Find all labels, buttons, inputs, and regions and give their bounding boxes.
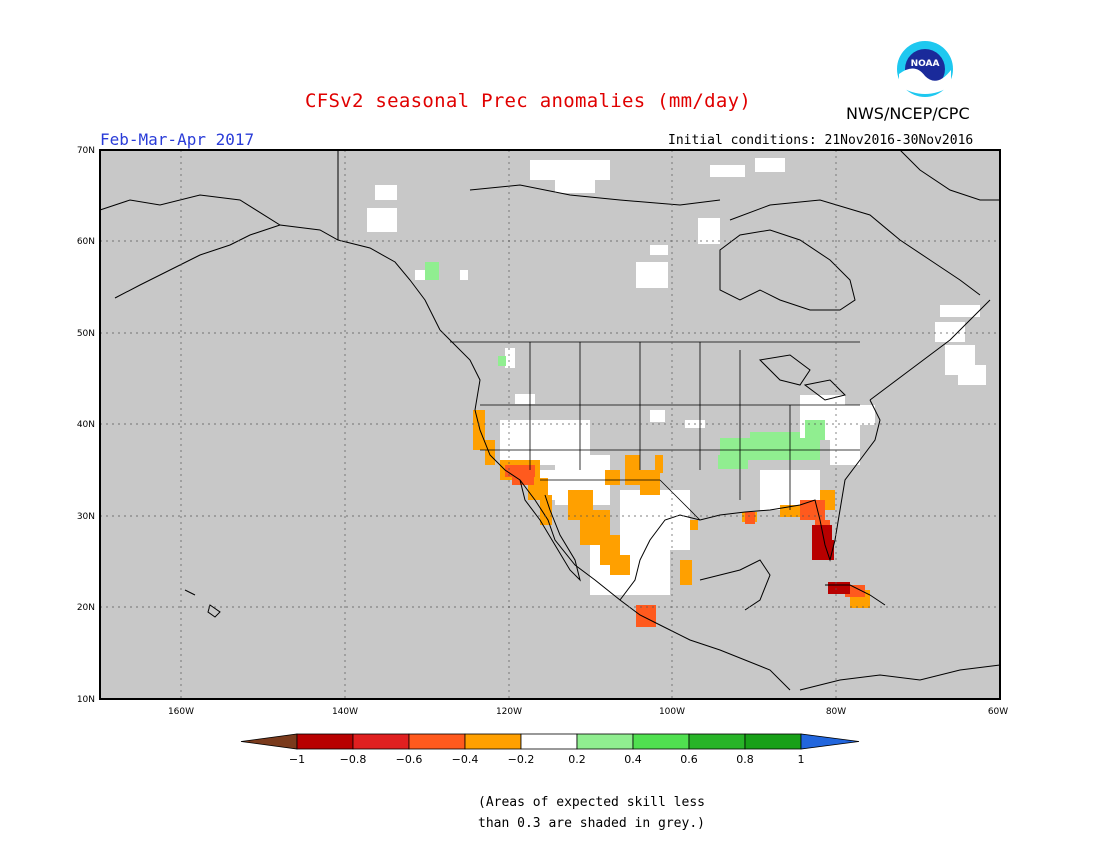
colorbar-segment — [352, 733, 410, 750]
lat-label: 10N — [77, 695, 95, 705]
initial-conditions-label: Initial conditions: 21Nov2016-30Nov2016 — [668, 133, 974, 148]
colorbar-label: −0.6 — [396, 753, 423, 766]
colorbar-label: 0.2 — [568, 753, 586, 766]
colorbar-arrow-low — [240, 733, 298, 750]
colorbar-label: −1 — [289, 753, 305, 766]
skill-footnote: (Areas of expected skill less than 0.3 a… — [478, 792, 705, 834]
lat-label: 60N — [77, 237, 95, 247]
colorbar-label: 1 — [798, 753, 805, 766]
lat-label: 40N — [77, 420, 95, 430]
lon-label: 120W — [496, 707, 522, 717]
colorbar-label: 0.4 — [624, 753, 642, 766]
colorbar-label: −0.2 — [508, 753, 535, 766]
chart-title: CFSv2 seasonal Prec anomalies (mm/day) — [305, 90, 752, 112]
footnote-line-2: than 0.3 are shaded in grey.) — [478, 816, 705, 831]
colorbar-segment — [632, 733, 690, 750]
colorbar-label: −0.8 — [340, 753, 367, 766]
colorbar-segment — [520, 733, 578, 750]
lon-label: 80W — [826, 707, 846, 717]
lon-label: 160W — [168, 707, 194, 717]
colorbar-segment — [744, 733, 802, 750]
agency-label: NWS/NCEP/CPC — [846, 104, 970, 123]
colorbar-segment — [464, 733, 522, 750]
political-borders — [450, 341, 860, 521]
svg-text:NOAA: NOAA — [911, 59, 940, 69]
neutral-anomaly-regions — [367, 158, 986, 595]
colorbar-arrow-high — [800, 733, 860, 750]
lat-label: 20N — [77, 603, 95, 613]
colorbar-label: 0.6 — [680, 753, 698, 766]
colorbar-segment — [408, 733, 466, 750]
lat-label: 70N — [77, 146, 95, 156]
map-frame — [99, 149, 1001, 700]
season-label: Feb-Mar-Apr 2017 — [100, 130, 255, 149]
colorbar-segment — [688, 733, 746, 750]
colorbar-label: 0.8 — [736, 753, 754, 766]
coastlines — [99, 149, 1001, 691]
lon-label: 60W — [988, 707, 1008, 717]
colorbar-segment — [576, 733, 634, 750]
lat-lon-grid — [100, 150, 1000, 699]
longitude-labels: 160W 140W 120W 100W 80W 60W — [168, 707, 1008, 717]
colorbar-label: −0.4 — [452, 753, 479, 766]
colorbar: −1 −0.8 −0.6 −0.4 −0.2 0.2 0.4 0.6 0.8 1 — [240, 733, 860, 766]
footnote-line-1: (Areas of expected skill less — [478, 795, 705, 810]
lat-label: 50N — [77, 329, 95, 339]
lon-label: 100W — [659, 707, 685, 717]
colorbar-segment — [296, 733, 354, 750]
lon-label: 140W — [332, 707, 358, 717]
latitude-labels: 70N 60N 50N 40N 30N 20N 10N — [77, 146, 95, 705]
positive-anomaly-regions — [425, 262, 825, 469]
lat-label: 30N — [77, 512, 95, 522]
